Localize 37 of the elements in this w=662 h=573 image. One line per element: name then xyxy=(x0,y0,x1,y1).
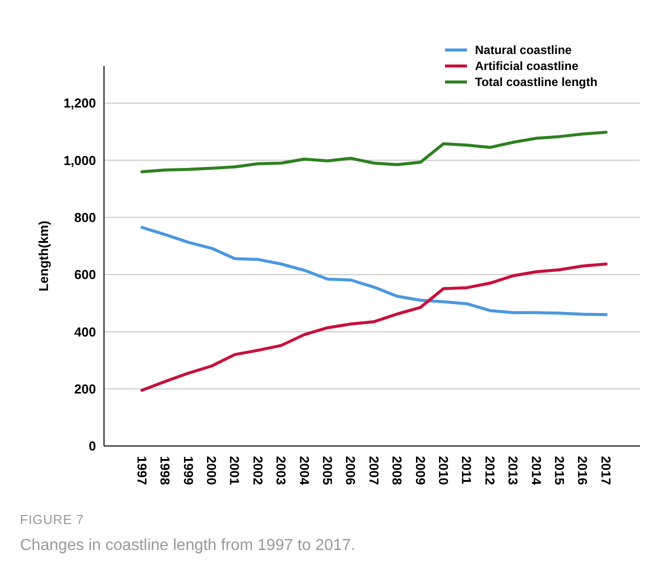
legend-label: Artificial coastline xyxy=(475,59,579,74)
x-tick-label: 2012 xyxy=(482,456,498,485)
x-tick-label: 2011 xyxy=(459,456,474,484)
x-tick-label: 2016 xyxy=(575,456,590,485)
y-tick-label: 800 xyxy=(74,210,96,225)
y-tick-label: 1,000 xyxy=(63,152,96,168)
x-tick-label: 2000 xyxy=(204,456,220,485)
x-tick-label: 1999 xyxy=(180,456,196,485)
legend-label: Total coastline length xyxy=(475,75,598,90)
line-series xyxy=(140,262,608,392)
x-tick-label: 2006 xyxy=(343,456,358,485)
x-tick-label: 2004 xyxy=(296,456,312,486)
x-tick-label: 2014 xyxy=(528,456,544,486)
x-tick-label: 2017 xyxy=(598,456,614,485)
x-tick-label: 2009 xyxy=(412,456,428,485)
caption: FIGURE 7 xyxy=(20,512,84,527)
y-tick-label: 1,200 xyxy=(63,96,96,111)
x-tick-label: 1997 xyxy=(134,456,150,485)
x-tick-label: 2008 xyxy=(390,456,405,485)
y-axis-title: Length(km) xyxy=(36,220,51,292)
x-tick-label: 2015 xyxy=(552,456,568,485)
x-tick-label: 2013 xyxy=(506,456,521,485)
y-tick-label: 600 xyxy=(74,267,96,282)
x-tick-label: 2007 xyxy=(366,456,382,485)
legend-label: Natural coastline xyxy=(475,43,572,58)
x-tick-label: 2010 xyxy=(436,456,452,485)
x-tick-label: 2002 xyxy=(250,456,266,485)
y-tick-label: 0 xyxy=(88,438,96,454)
y-tick-label: 200 xyxy=(74,381,96,396)
x-tick-label: 1998 xyxy=(158,456,173,485)
text: Changes in coastline length from 1997 to 2017. xyxy=(20,537,356,554)
line-series xyxy=(140,130,608,174)
y-tick-label: 400 xyxy=(74,324,96,340)
x-tick-label: 2001 xyxy=(227,456,242,485)
x-tick-label: 2003 xyxy=(274,456,289,485)
line-series xyxy=(140,226,608,316)
x-tick-label: 2005 xyxy=(320,456,336,485)
